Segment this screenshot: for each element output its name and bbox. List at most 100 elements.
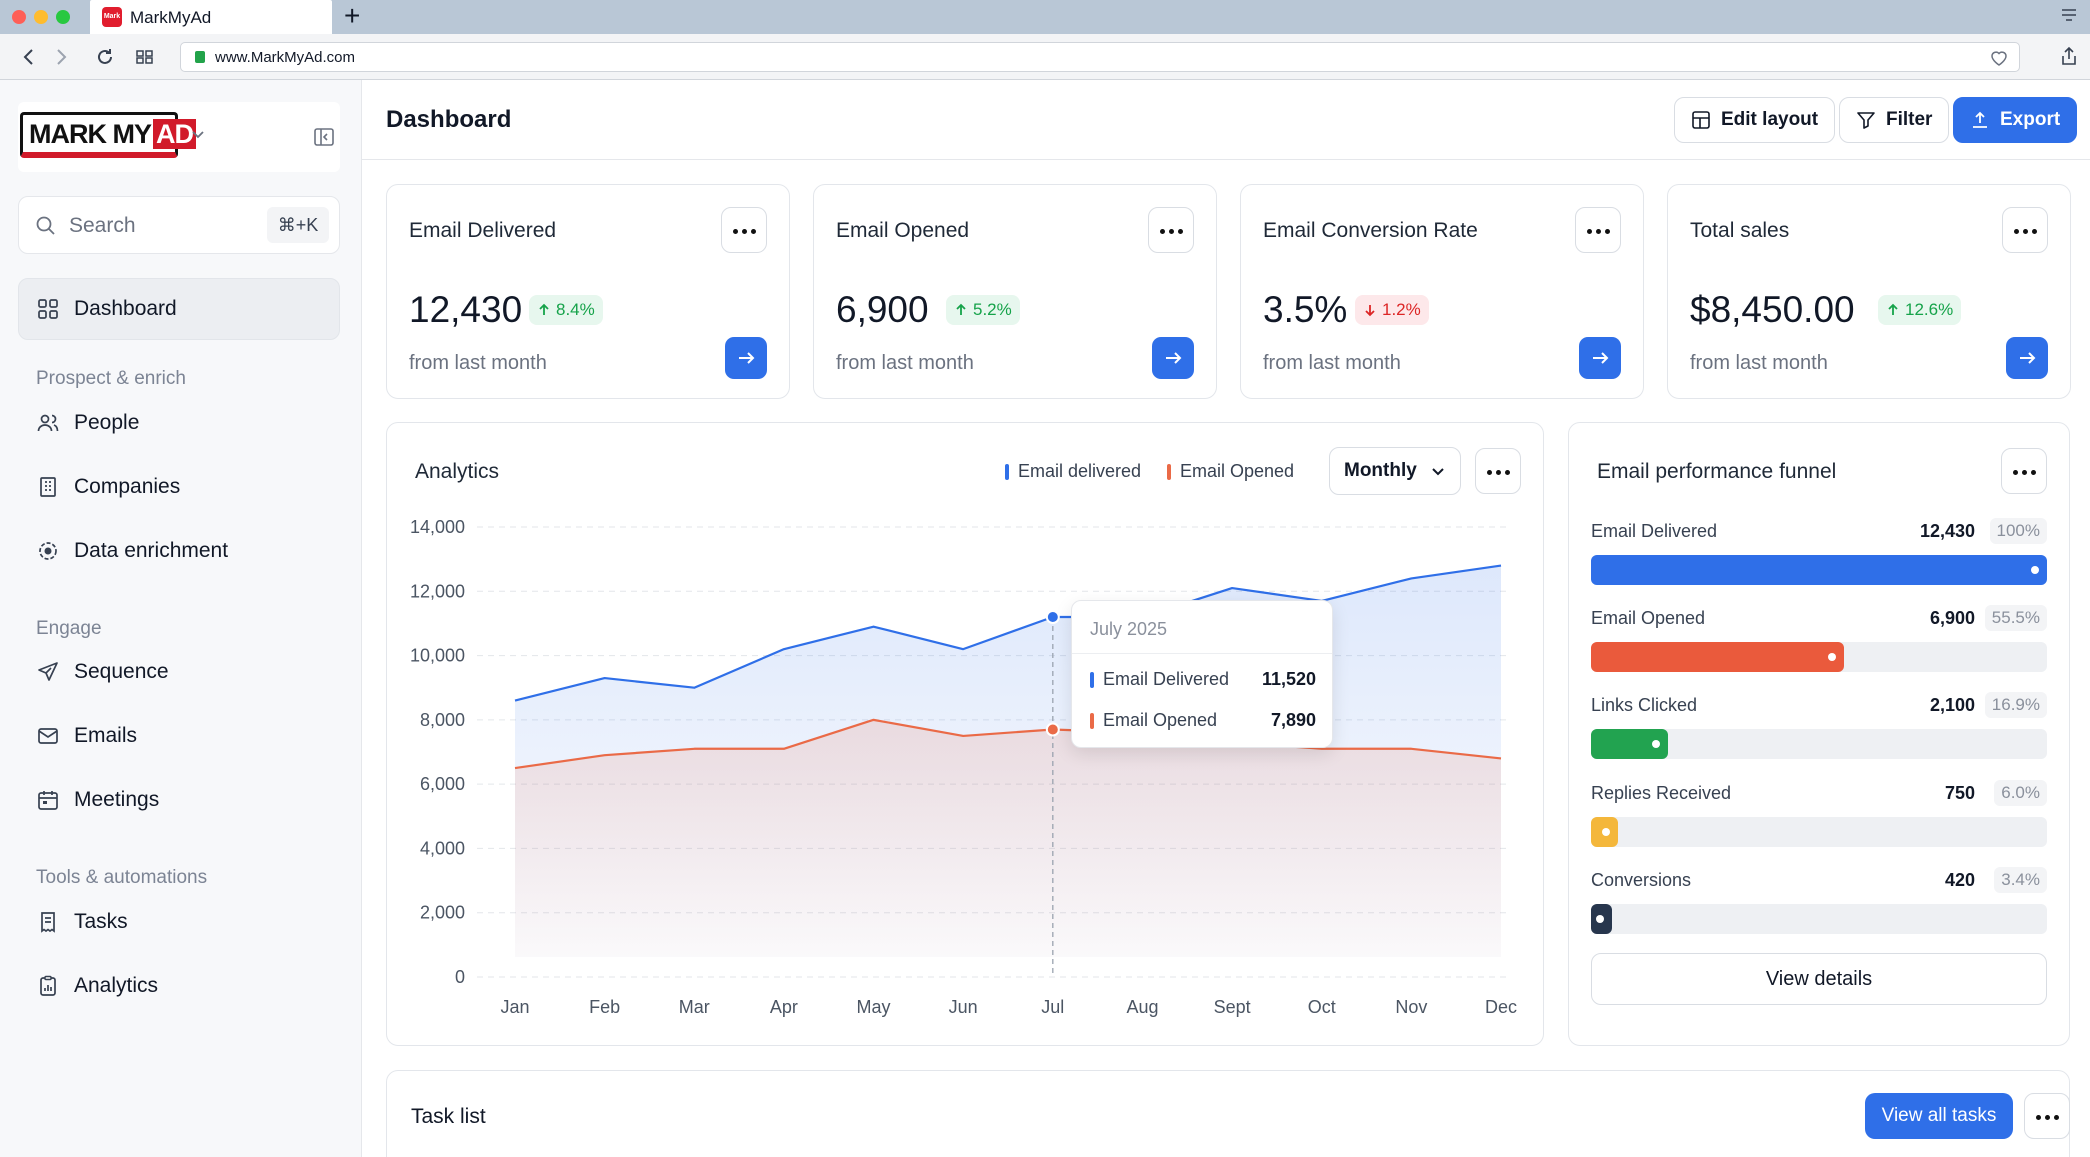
workspace-switcher[interactable]: MARK MY AD [18,102,340,172]
minimize-window-button[interactable] [34,10,48,24]
task-list-card: Task list View all tasks [386,1070,2070,1157]
kpi-title: Email Conversion Rate [1263,219,1478,242]
legend-label: Email Opened [1180,461,1295,481]
filter-button[interactable]: Filter [1839,97,1950,143]
url-text: www.MarkMyAd.com [215,49,356,66]
funnel-track [1591,817,2047,847]
funnel-bar [1591,729,1669,759]
address-bar[interactable]: www.MarkMyAd.com [180,42,2020,72]
x-tick-label: Oct [1308,997,1336,1017]
sidebar-item-label: Data enrichment [74,539,229,562]
legend-email-opened: Email Opened [1167,461,1294,482]
more-options-button[interactable] [2001,448,2047,494]
edit-layout-label: Edit layout [1721,109,1819,130]
export-label: Export [2000,109,2061,130]
kpi-title: Email Delivered [409,219,557,242]
heart-icon[interactable] [1989,48,2009,68]
x-tick-label: Sept [1214,997,1251,1017]
tab-list-icon[interactable] [2060,6,2078,24]
series-area [515,719,1501,957]
highlight-point [1045,610,1060,624]
more-options-button[interactable] [2024,1093,2070,1139]
x-tick-label: Jul [1041,997,1064,1017]
filter-icon [1857,112,1875,129]
browser-tab[interactable]: Mark MarkMyAd [90,0,332,34]
x-tick-label: Aug [1126,997,1158,1017]
sidebar-item-label: Analytics [74,974,159,997]
period-select[interactable]: Monthly [1329,447,1461,495]
sidebar-item-dashboard[interactable] [18,278,340,340]
reload-icon[interactable] [94,46,116,68]
logo-highlight: AD [153,119,196,149]
share-icon[interactable] [2060,46,2078,66]
trend-badge: 1.2% [1355,295,1429,325]
tooltip-row-delivered: Email Delivered 11,520 [1090,669,1316,690]
search-input[interactable]: Search ⌘+K [18,196,340,254]
export-button[interactable]: Export [1953,97,2078,143]
tooltip-label: Email Delivered [1103,669,1230,689]
more-options-button[interactable] [721,207,767,253]
favicon: Mark [102,7,122,27]
sidebar-collapse-icon[interactable] [312,125,336,149]
sidebar-item-data-enrichment[interactable]: Data enrichment [36,536,228,566]
kpi-value: 3.5% [1263,289,1348,330]
grid-icon[interactable] [134,46,156,68]
sidebar-item-label: Sequence [74,660,169,683]
sidebar-item-meetings[interactable]: Meetings [36,785,159,815]
open-details-button[interactable] [2006,337,2048,379]
highlight-point [1045,722,1060,737]
back-icon[interactable] [18,46,40,68]
maximize-window-button[interactable] [56,10,70,24]
x-tick-label: Feb [589,997,620,1017]
kpi-card-email-conversion-rate: Email Conversion Rate 3.5% 1.2% from las… [1240,184,1644,399]
y-tick-label: 14,000 [410,517,465,537]
logo-text: MARK MY [29,119,152,149]
arrow-down-icon [1365,305,1375,317]
more-options-button[interactable] [1475,448,1521,494]
y-tick-label: 12,000 [410,581,465,601]
edit-layout-button[interactable]: Edit layout [1674,97,1836,143]
trend-value: 8.4% [556,300,595,319]
new-tab-icon[interactable]: + [344,0,361,31]
open-details-button[interactable] [1152,337,1194,379]
trend-value: 1.2% [1382,300,1421,319]
clipboard-chart-icon [40,975,56,996]
y-tick-label: 8,000 [420,710,465,730]
forward-icon[interactable] [50,46,72,68]
kpi-card-email-opened: Email Opened 6,900 5.2% from last month [813,184,1217,399]
chevron-down-icon[interactable] [190,126,206,142]
close-window-button[interactable] [12,10,26,24]
open-details-button[interactable] [1579,337,1621,379]
more-options-button[interactable] [2002,207,2048,253]
filter-label: Filter [1886,109,1933,130]
sidebar-item-tasks[interactable]: Tasks [36,907,128,937]
sidebar-item-label: Companies [74,475,181,498]
funnel-bar [1591,642,1845,672]
sidebar-item-analytics[interactable]: Analytics [36,971,158,1001]
funnel-label: Replies Received [1591,783,1732,803]
view-all-tasks-button[interactable]: View all tasks [1865,1093,2013,1139]
chart-tooltip: July 2025 Email Delivered 11,520 Email Op… [1071,600,1333,748]
sidebar-item-sequence[interactable]: Sequence [36,657,169,687]
more-options-button[interactable] [1148,207,1194,253]
building-icon [40,477,56,497]
series-line [514,718,1502,770]
funnel-track [1591,642,2047,672]
sidebar-item-companies[interactable]: Companies [36,472,180,502]
sidebar-item-dashboard-content[interactable]: Dashboard [36,294,177,324]
analytics-title: Analytics [415,460,500,483]
sidebar-item-emails[interactable]: Emails [36,721,137,751]
view-details-button[interactable]: View details [1591,953,2047,1005]
sidebar-item-people[interactable]: People [36,408,139,438]
section-label-engage: Engage [36,618,102,639]
x-tick-label: Apr [770,997,798,1017]
sidebar: MARK MY AD Search ⌘+K Dashboard Prospect … [0,80,362,1157]
chevron-down-icon [1432,468,1444,476]
kpi-value: 6,900 [836,289,929,330]
legend-label: Email delivered [1018,461,1142,481]
more-options-button[interactable] [1575,207,1621,253]
funnel-value: 2,100 [1929,695,1975,715]
open-details-button[interactable] [725,337,767,379]
layout-icon [1692,111,1710,129]
tab-title: MarkMyAd [130,8,212,27]
